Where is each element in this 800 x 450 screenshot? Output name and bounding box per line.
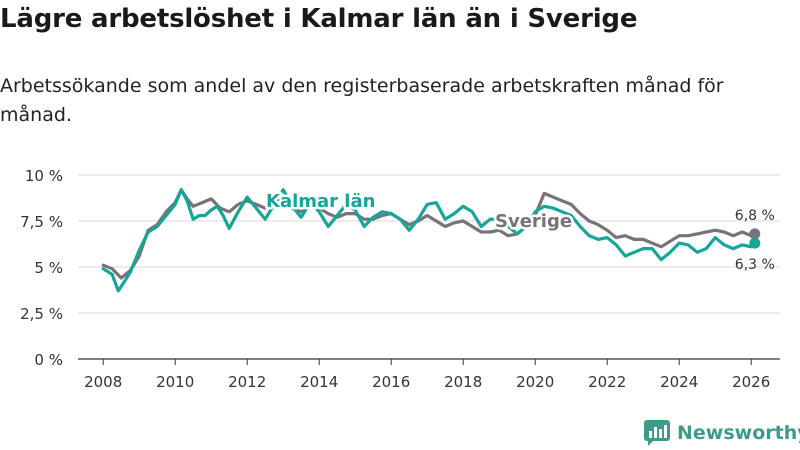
- x-tick-label: 2016: [372, 373, 410, 391]
- end-point-sverige: [749, 228, 761, 240]
- x-tick-label: 2012: [228, 373, 266, 391]
- series-line-kalmar: [101, 188, 757, 293]
- x-tick-label: 2008: [84, 373, 122, 391]
- line-chart: 0 % 2,5 % 5 % 7,5 % 10 % 2008 2010 2012 2014 2016…: [20, 167, 780, 391]
- chart-subtitle: Arbetssökande som andel av den registerb…: [0, 75, 724, 126]
- series-label-kalmar: Kalmar län: [266, 191, 375, 212]
- x-tick-label: 2018: [444, 373, 482, 391]
- chart-title: Lägre arbetslöshet i Kalmar län än i Sve…: [0, 4, 638, 34]
- y-tick-label: 10 %: [25, 167, 63, 185]
- y-tick-label: 0 %: [34, 351, 63, 369]
- brand: Newsworthy: [644, 420, 800, 446]
- x-tick-label: 2024: [660, 373, 698, 391]
- bar-chart-logo-icon: [644, 420, 670, 446]
- end-point-kalmar: [749, 237, 761, 249]
- x-tick-label: 2020: [516, 373, 554, 391]
- series-label-sverige: Sverige: [495, 211, 572, 232]
- x-tick-label: 2026: [732, 373, 770, 391]
- end-label-kalmar: 6,3 %: [735, 257, 775, 273]
- y-tick-label: 5 %: [34, 259, 63, 277]
- y-tick-label: 2,5 %: [20, 305, 63, 323]
- y-tick-label: 7,5 %: [20, 213, 63, 231]
- end-label-sverige: 6,8 %: [735, 208, 775, 224]
- brand-name: Newsworthy: [677, 422, 800, 444]
- series-line-sverige: [101, 188, 757, 280]
- x-tick-label: 2014: [300, 373, 338, 391]
- x-tick-label: 2010: [156, 373, 194, 391]
- x-tick-label: 2022: [588, 373, 626, 391]
